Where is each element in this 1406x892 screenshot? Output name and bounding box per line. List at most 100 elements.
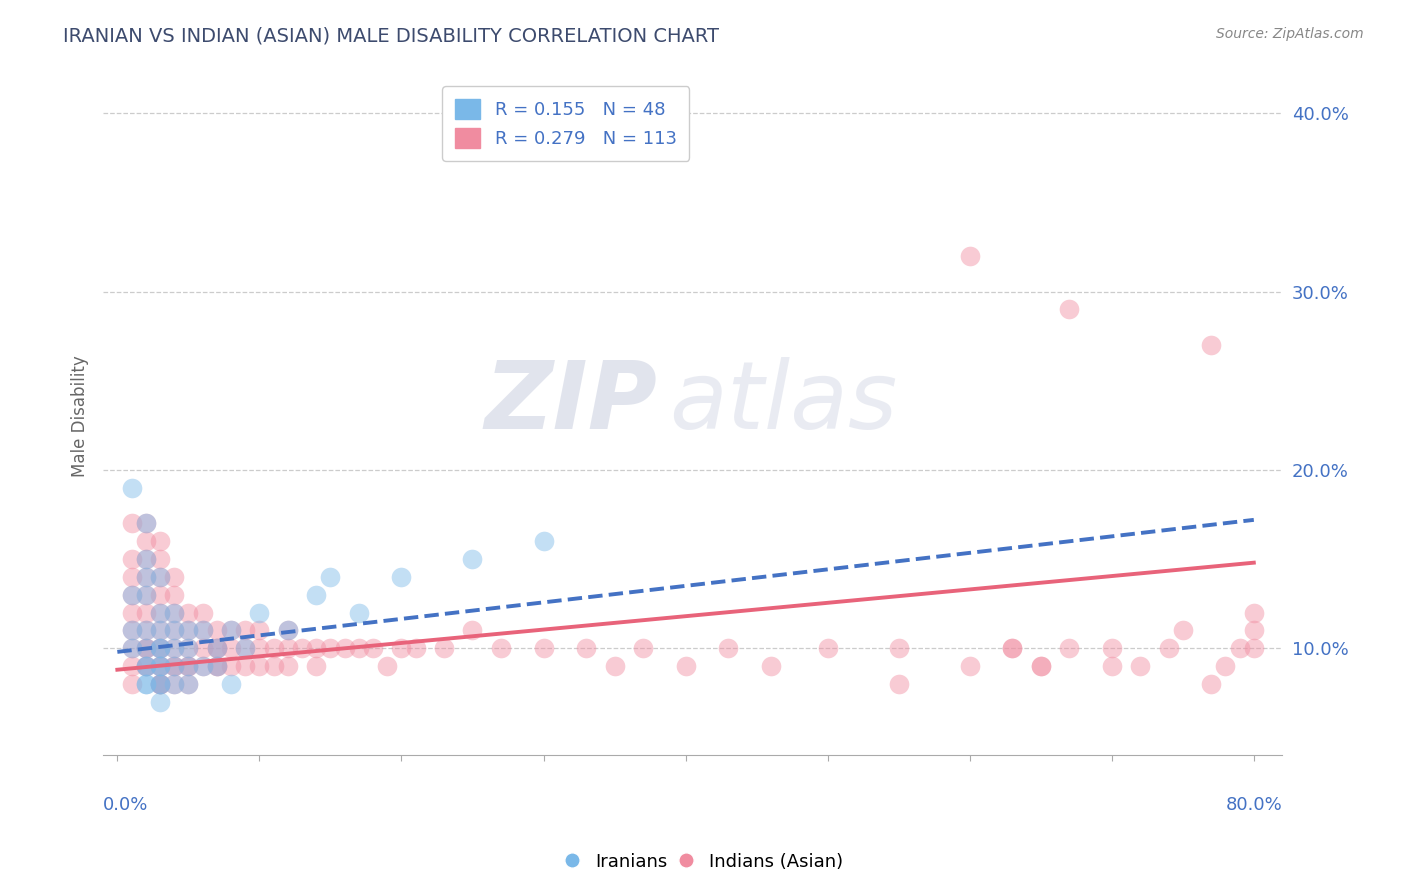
Point bbox=[631, 641, 654, 656]
Point bbox=[205, 624, 228, 638]
Point bbox=[135, 677, 157, 691]
Point bbox=[1101, 659, 1123, 673]
Point bbox=[1171, 624, 1194, 638]
Text: 80.0%: 80.0% bbox=[1226, 796, 1282, 814]
Point bbox=[391, 641, 413, 656]
Point bbox=[163, 677, 186, 691]
Point bbox=[219, 641, 242, 656]
Point bbox=[121, 659, 143, 673]
Point bbox=[121, 624, 143, 638]
Point bbox=[887, 641, 910, 656]
Point bbox=[205, 659, 228, 673]
Point bbox=[219, 624, 242, 638]
Point bbox=[135, 641, 157, 656]
Point bbox=[717, 641, 740, 656]
Point bbox=[191, 659, 214, 673]
Text: ZIP: ZIP bbox=[485, 357, 657, 449]
Point bbox=[121, 570, 143, 584]
Text: 0.0%: 0.0% bbox=[103, 796, 149, 814]
Point bbox=[163, 659, 186, 673]
Point bbox=[277, 659, 299, 673]
Point bbox=[149, 677, 172, 691]
Point bbox=[205, 641, 228, 656]
Point bbox=[163, 641, 186, 656]
Point bbox=[149, 659, 172, 673]
Point bbox=[347, 641, 370, 656]
Point bbox=[121, 641, 143, 656]
Point bbox=[461, 552, 484, 566]
Point bbox=[759, 659, 782, 673]
Point bbox=[135, 570, 157, 584]
Point bbox=[163, 641, 186, 656]
Point bbox=[191, 606, 214, 620]
Point bbox=[135, 534, 157, 549]
Point bbox=[135, 659, 157, 673]
Point bbox=[461, 624, 484, 638]
Point bbox=[219, 624, 242, 638]
Point bbox=[817, 641, 839, 656]
Point bbox=[887, 677, 910, 691]
Point bbox=[135, 624, 157, 638]
Point bbox=[135, 552, 157, 566]
Point bbox=[1199, 677, 1222, 691]
Point bbox=[191, 659, 214, 673]
Point bbox=[149, 570, 172, 584]
Point bbox=[121, 516, 143, 531]
Point bbox=[121, 606, 143, 620]
Point bbox=[121, 552, 143, 566]
Point bbox=[263, 641, 285, 656]
Legend: R = 0.155   N = 48, R = 0.279   N = 113: R = 0.155 N = 48, R = 0.279 N = 113 bbox=[443, 87, 689, 161]
Point bbox=[191, 641, 214, 656]
Text: IRANIAN VS INDIAN (ASIAN) MALE DISABILITY CORRELATION CHART: IRANIAN VS INDIAN (ASIAN) MALE DISABILIT… bbox=[63, 27, 720, 45]
Point bbox=[177, 659, 200, 673]
Point bbox=[277, 624, 299, 638]
Point bbox=[1057, 302, 1080, 317]
Point bbox=[1029, 659, 1052, 673]
Point bbox=[135, 570, 157, 584]
Point bbox=[121, 677, 143, 691]
Point bbox=[333, 641, 356, 656]
Point bbox=[135, 624, 157, 638]
Point bbox=[163, 606, 186, 620]
Point bbox=[433, 641, 456, 656]
Point bbox=[163, 659, 186, 673]
Point bbox=[675, 659, 697, 673]
Point bbox=[219, 677, 242, 691]
Point bbox=[149, 588, 172, 602]
Point bbox=[135, 659, 157, 673]
Legend: Iranians, Indians (Asian): Iranians, Indians (Asian) bbox=[555, 846, 851, 879]
Point bbox=[149, 641, 172, 656]
Point bbox=[233, 624, 256, 638]
Point bbox=[121, 624, 143, 638]
Point bbox=[603, 659, 626, 673]
Point bbox=[121, 641, 143, 656]
Point bbox=[177, 659, 200, 673]
Point bbox=[149, 659, 172, 673]
Point bbox=[305, 659, 328, 673]
Point bbox=[149, 677, 172, 691]
Point bbox=[135, 516, 157, 531]
Point bbox=[135, 677, 157, 691]
Point bbox=[121, 588, 143, 602]
Point bbox=[1001, 641, 1024, 656]
Point bbox=[405, 641, 427, 656]
Point bbox=[149, 695, 172, 709]
Point bbox=[959, 249, 981, 263]
Point bbox=[191, 624, 214, 638]
Point bbox=[135, 588, 157, 602]
Point bbox=[121, 481, 143, 495]
Point bbox=[149, 534, 172, 549]
Point bbox=[135, 516, 157, 531]
Point bbox=[1199, 338, 1222, 352]
Point bbox=[1243, 641, 1265, 656]
Point bbox=[135, 659, 157, 673]
Point bbox=[305, 588, 328, 602]
Point bbox=[247, 659, 270, 673]
Point bbox=[149, 552, 172, 566]
Y-axis label: Male Disability: Male Disability bbox=[72, 356, 89, 477]
Point bbox=[205, 659, 228, 673]
Point bbox=[163, 624, 186, 638]
Point bbox=[1215, 659, 1237, 673]
Point bbox=[375, 659, 398, 673]
Point bbox=[149, 659, 172, 673]
